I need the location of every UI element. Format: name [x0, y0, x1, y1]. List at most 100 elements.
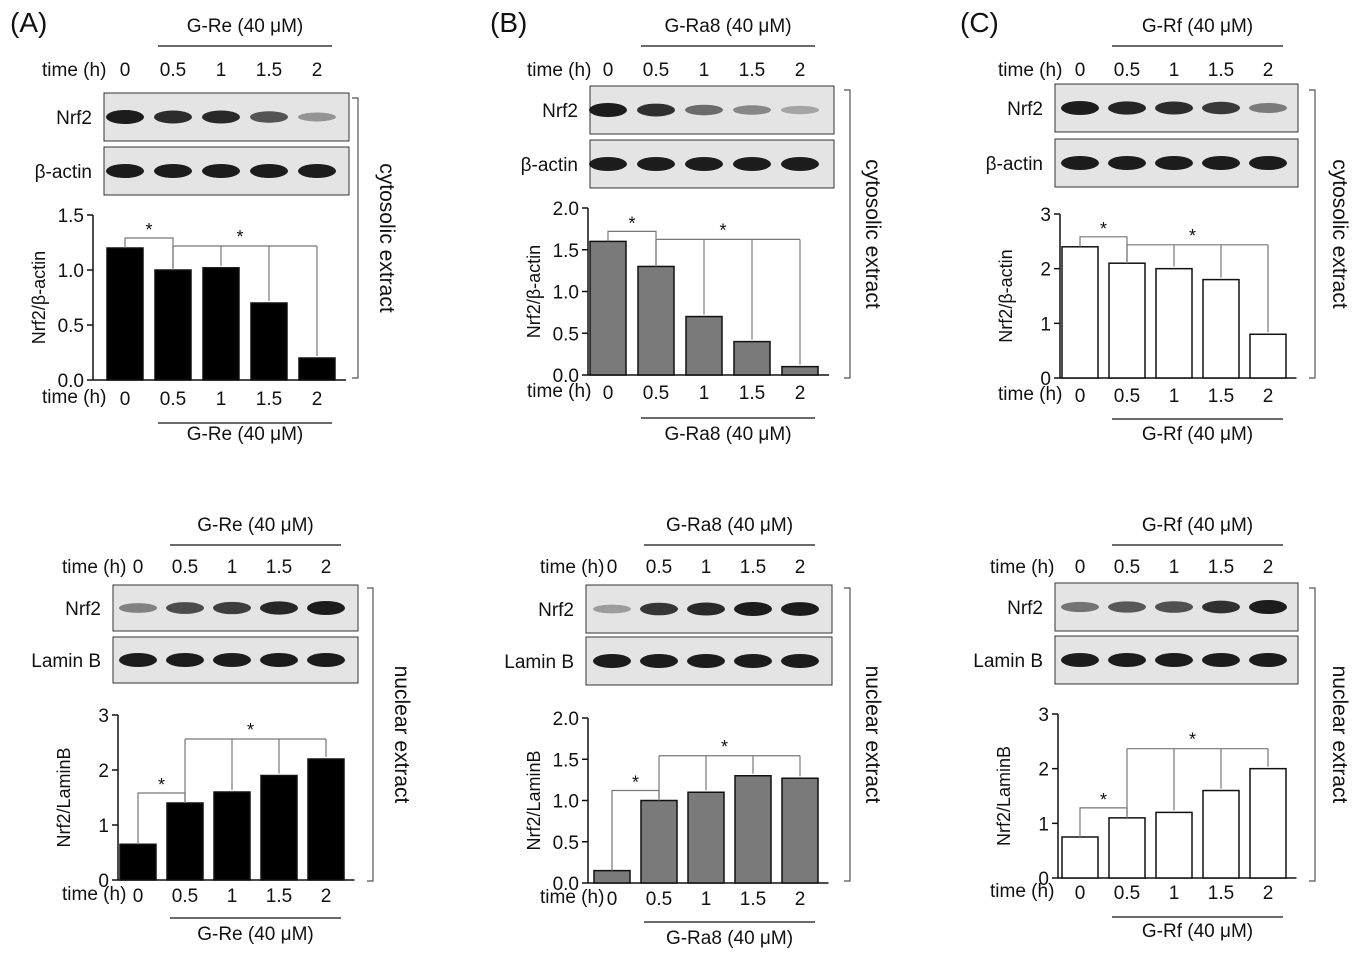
blot-control-band — [166, 653, 204, 667]
blot-control-band — [106, 164, 144, 178]
blot-target-band — [685, 104, 723, 116]
fraction-bracket — [844, 89, 851, 379]
time-tick-top: 2 — [321, 557, 332, 578]
y-axis-label: Nrf2/LaminB — [54, 747, 74, 847]
time-tick-top: 2 — [1263, 557, 1274, 578]
sig-star: * — [721, 737, 728, 757]
bar — [1202, 789, 1240, 879]
treatment-header: G-Rf (40 μM) — [1142, 16, 1253, 37]
blot-row-label: Nrf2 — [1007, 598, 1043, 619]
blot-target-band — [1108, 101, 1146, 115]
blot-row-label: Nrf2 — [65, 599, 101, 620]
time-tick-top: 2 — [795, 557, 806, 578]
blot-control-band — [593, 654, 631, 668]
time-label-bottom: time (h) — [990, 881, 1054, 902]
time-tick-bottom: 0.5 — [1114, 386, 1140, 407]
blot-control-band — [1108, 156, 1146, 170]
time-label-bottom: time (h) — [62, 884, 126, 905]
bar — [307, 758, 345, 881]
time-tick-top: 0 — [120, 60, 131, 81]
treatment-footer: G-Re (40 μM) — [187, 424, 304, 445]
time-tick-bottom: 0 — [603, 383, 614, 404]
time-tick-bottom: 1.5 — [1208, 386, 1234, 407]
treatment-footer: G-Re (40 μM) — [197, 924, 314, 945]
blot-target-band — [593, 604, 631, 614]
y-tick-label: 0.0 — [58, 371, 84, 392]
treatment-header: G-Ra8 (40 μM) — [666, 515, 793, 536]
blot-control-band — [202, 164, 240, 178]
time-tick-top: 1 — [227, 557, 238, 578]
blot-control-band — [640, 654, 678, 668]
time-tick-bottom: 0 — [607, 889, 618, 910]
time-tick-top: 2 — [795, 60, 806, 81]
blot-target-band — [640, 602, 678, 616]
blot-target-band — [166, 602, 204, 614]
bar — [781, 777, 819, 884]
blot-target-band — [260, 601, 298, 615]
bar — [640, 799, 678, 884]
bar — [154, 269, 192, 381]
blot-row-label: Nrf2 — [1007, 99, 1043, 120]
blot-target-band — [781, 602, 819, 616]
time-tick-bottom: 0 — [120, 389, 131, 410]
time-tick-top: 0 — [133, 557, 144, 578]
sig-star: * — [236, 227, 243, 247]
blot-control-band — [1249, 156, 1287, 170]
blot-target-band — [307, 601, 345, 615]
blot-control-band — [637, 157, 675, 171]
sig-star: * — [158, 775, 165, 795]
blot-control-band — [307, 653, 345, 667]
y-tick-label: 0 — [98, 871, 109, 892]
y-tick-label: 1.0 — [553, 792, 579, 813]
y-axis-label: Nrf2/β-actin — [29, 251, 49, 344]
time-tick-top: 1.5 — [266, 557, 292, 578]
time-label-bottom: time (h) — [42, 387, 106, 408]
y-tick-label: 3 — [98, 706, 109, 727]
bar — [593, 869, 631, 884]
panel-label: (C) — [960, 7, 999, 38]
time-tick-bottom: 0 — [1075, 883, 1086, 904]
blot-control-band — [154, 164, 192, 178]
bar — [781, 365, 819, 376]
y-tick-label: 1.0 — [553, 283, 579, 304]
time-tick-bottom: 1 — [1169, 883, 1180, 904]
y-tick-label: 1 — [1040, 314, 1051, 335]
blot-control-band — [213, 653, 251, 667]
bar — [1249, 767, 1287, 879]
blot-target-band — [589, 103, 627, 117]
bar — [1061, 836, 1099, 879]
fraction-bracket — [1309, 89, 1316, 379]
panel-2: (B) G-Ra8 (40 μM) time (h) 0 0.5 1 1.5 2 Nrf2 β-a… — [490, 7, 884, 445]
time-tick-top: 0.5 — [160, 60, 186, 81]
time-tick-top: 0 — [603, 60, 614, 81]
y-tick-label: 0.5 — [58, 316, 84, 337]
bar — [298, 357, 336, 381]
blot-target-band — [1249, 600, 1287, 614]
panel-0: (A) G-Re (40 μM) time (h) 0 0.5 1 1.5 2 Nrf2 β-ac… — [10, 7, 398, 445]
time-tick-top: 0.5 — [1114, 60, 1140, 81]
blot-row-label: β-actin — [35, 162, 92, 183]
y-axis-label: Nrf2/β-actin — [524, 245, 544, 338]
bar — [733, 340, 771, 376]
blot-control-band — [1108, 653, 1146, 667]
time-tick-top: 0.5 — [643, 60, 669, 81]
blot-row-label: β-actin — [986, 154, 1043, 175]
bar — [589, 240, 627, 376]
panel-label: (A) — [10, 7, 47, 38]
time-label-top: time (h) — [62, 557, 126, 578]
bar — [260, 774, 298, 881]
time-tick-top: 1.5 — [740, 557, 766, 578]
time-label-top: time (h) — [42, 60, 106, 81]
blot-control-band — [733, 157, 771, 171]
time-tick-top: 0.5 — [1114, 557, 1140, 578]
time-tick-bottom: 2 — [312, 389, 323, 410]
time-tick-top: 0 — [1075, 557, 1086, 578]
panel-label: (B) — [490, 7, 527, 38]
time-tick-top: 2 — [1263, 60, 1274, 81]
blot-control-band — [1202, 156, 1240, 170]
blot-row-label: β-actin — [521, 155, 578, 176]
y-tick-label: 2 — [98, 761, 109, 782]
time-tick-bottom: 1.5 — [256, 389, 282, 410]
time-tick-bottom: 1.5 — [266, 886, 292, 907]
